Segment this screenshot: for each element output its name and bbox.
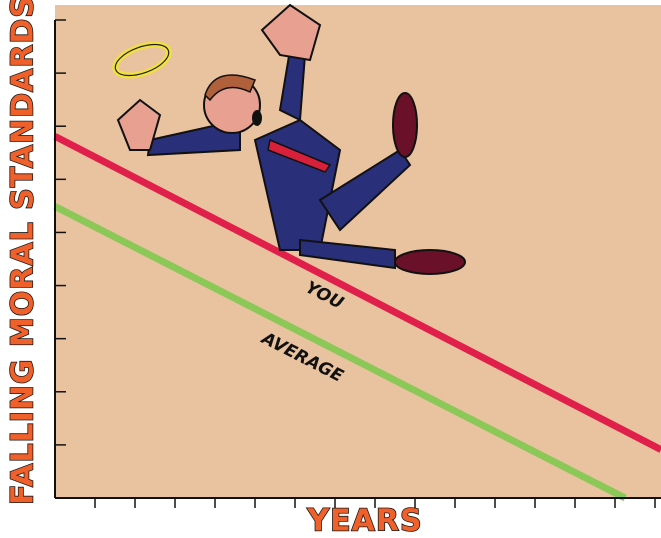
y-axis-title: FALLING MORAL STANDARDS xyxy=(6,0,41,505)
chart: YEARS FALLING MORAL STANDARDS YOUAVERAGE xyxy=(0,0,661,538)
mouth xyxy=(252,110,262,126)
x-axis-title: YEARS xyxy=(306,504,422,538)
shoe xyxy=(395,250,465,274)
shoe xyxy=(393,93,417,157)
